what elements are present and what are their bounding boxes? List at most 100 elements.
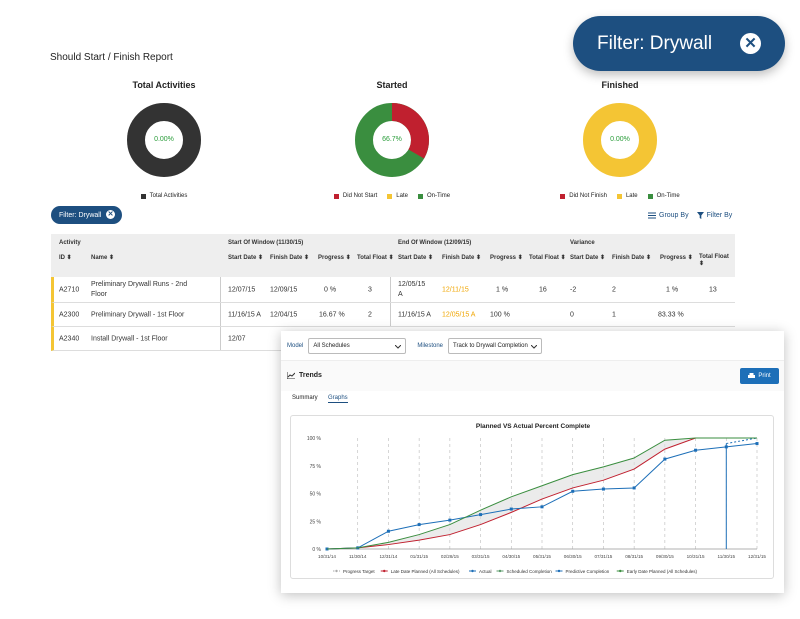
- col-progress[interactable]: Progress ⬍: [318, 255, 351, 261]
- y-tick-label: 0 %: [312, 547, 321, 553]
- col-start-date[interactable]: Start Date ⬍: [398, 255, 434, 261]
- y-tick-label: 100 %: [307, 436, 322, 442]
- chart-title: Planned VS Actual Percent Complete: [476, 423, 591, 430]
- planned-band-area: [327, 438, 757, 549]
- legend-marker: [498, 569, 502, 573]
- group-by-button[interactable]: Group By: [648, 212, 689, 219]
- sliders-icon: [648, 212, 656, 219]
- col-finish-date[interactable]: Finish Date ⬍: [612, 255, 652, 261]
- legend-marker: [619, 569, 622, 573]
- col-finish-date[interactable]: Finish Date ⬍: [270, 255, 310, 261]
- milestone-select[interactable]: Track to Drywall Completion: [448, 337, 543, 354]
- legend-on-time: On-Time: [647, 193, 680, 199]
- actual-point: [540, 505, 544, 509]
- cell-float: 2: [368, 311, 372, 318]
- legend-label: Progress Target: [343, 569, 375, 574]
- line-chart: Planned VS Actual Percent Complete 0 % 25 …: [307, 423, 767, 574]
- cell-finish: 12/04/15: [270, 311, 298, 318]
- x-tick-label: 11/30/14: [349, 554, 367, 559]
- donut-ring: [583, 103, 657, 177]
- group-header-start-window: Start Of Window (11/30/15): [228, 240, 304, 246]
- cell-progress: 0 %: [324, 286, 337, 293]
- close-icon[interactable]: ✕: [740, 33, 761, 54]
- col-total-float[interactable]: Total Float ⬍: [529, 255, 566, 261]
- col-progress[interactable]: Progress ⬍: [660, 255, 693, 261]
- tab-summary[interactable]: Summary: [292, 395, 318, 401]
- filter-chip[interactable]: Filter: Drywall ✕: [51, 206, 122, 224]
- sort-icon: ⬍: [258, 255, 264, 261]
- legend-label: Actual: [479, 569, 492, 574]
- legend-label: Late Date Planned (All Schedules): [391, 569, 460, 574]
- x-tick-label: 03/31/15: [472, 554, 490, 559]
- actual-point: [601, 487, 605, 491]
- donut-finished: Finished 0.00% Did Not Finish Late On-Ti…: [520, 80, 720, 199]
- sort-icon: ⬍: [345, 255, 351, 261]
- cell-float: 16: [539, 286, 547, 293]
- close-icon[interactable]: ✕: [106, 210, 115, 219]
- donut-title: Total Activities: [132, 80, 196, 90]
- sort-icon: ⬍: [687, 255, 693, 261]
- table-row[interactable]: A2300 Preliminary Drywall - 1st Floor 11…: [51, 303, 735, 327]
- y-tick-label: 50 %: [310, 492, 322, 498]
- group-header-variance: Variance: [570, 240, 595, 246]
- col-id[interactable]: ID ⬍: [59, 255, 72, 261]
- chevron-down-icon: [531, 344, 538, 349]
- sort-icon: ⬍: [66, 255, 72, 261]
- col-start-date[interactable]: Start Date ⬍: [228, 255, 264, 261]
- cell-float: 3: [368, 286, 372, 293]
- table-header: Activity Start Of Window (11/30/15) End …: [51, 234, 735, 277]
- actual-point: [663, 457, 667, 461]
- col-total-float[interactable]: Total Float ⬍: [699, 254, 729, 267]
- cell-id: A2300: [59, 311, 80, 318]
- cell-start: 11/16/15 A: [398, 311, 431, 318]
- cell-name: Preliminary Drywall Runs - 2nd Floor: [91, 280, 188, 298]
- print-button[interactable]: Print: [740, 368, 779, 384]
- col-start-date[interactable]: Start Date ⬍: [570, 255, 606, 261]
- actual-point: [755, 442, 759, 446]
- sort-icon: ⬍: [428, 255, 434, 261]
- cell-progress: 100 %: [490, 311, 510, 318]
- cell-start: 12/07: [228, 335, 246, 342]
- cell-id: A2710: [59, 286, 80, 293]
- donut-center-value: 66.7%: [382, 136, 402, 143]
- cell-finish: 12/09/15: [270, 286, 298, 293]
- series-line: [326, 437, 757, 550]
- actual-point: [694, 448, 698, 452]
- filter-by-button[interactable]: Filter By: [696, 212, 732, 219]
- series-line: [726, 437, 758, 445]
- total-donut-chart: [127, 103, 201, 177]
- cell-progress: 1 %: [666, 286, 679, 293]
- cell-start: 0: [570, 311, 574, 318]
- x-tick-label: 04/30/15: [502, 554, 520, 559]
- actual-point: [571, 489, 575, 493]
- model-select[interactable]: All Schedules: [308, 337, 407, 354]
- cell-name: Preliminary Drywall - 1st Floor: [91, 311, 185, 318]
- donut-did-not-start-slice: [391, 103, 429, 159]
- group-header-activity: Activity: [59, 240, 81, 246]
- actual-point: [632, 486, 636, 490]
- tab-graphs[interactable]: Graphs: [328, 395, 348, 403]
- legend-on-time: On-Time: [417, 193, 450, 199]
- x-tick-label: 06/30/15: [564, 554, 582, 559]
- cell-progress: 83.33 %: [658, 311, 684, 318]
- col-progress[interactable]: Progress ⬍: [490, 255, 523, 261]
- filter-banner[interactable]: Filter: Drywall ✕: [573, 16, 785, 71]
- donut-title: Started: [376, 80, 408, 90]
- chart-container: Planned VS Actual Percent Complete 0 % 25 …: [290, 415, 774, 579]
- report-table: Activity Start Of Window (11/30/15) End …: [51, 234, 735, 351]
- cell-start: -2: [570, 286, 577, 293]
- x-tick-label: 07/31/15: [594, 554, 612, 559]
- cell-name: Install Drywall - 1st Floor: [91, 335, 168, 342]
- legend-marker: [383, 569, 386, 573]
- legend-marker: [557, 569, 561, 573]
- trends-filters: Model All Schedules Milestone Track to D…: [281, 331, 784, 361]
- legend-marker: [471, 569, 474, 573]
- legend-marker: [335, 569, 338, 573]
- col-name[interactable]: Name ⬍: [91, 255, 115, 261]
- table-row[interactable]: A2710 Preliminary Drywall Runs - 2nd Floo…: [51, 277, 735, 303]
- col-finish-date[interactable]: Finish Date ⬍: [442, 255, 482, 261]
- filter-chip-label: Filter: Drywall: [59, 211, 102, 219]
- col-total-float[interactable]: Total Float ⬍: [357, 255, 394, 261]
- cell-finish: 2: [612, 286, 616, 293]
- sort-icon: ⬍: [476, 255, 482, 261]
